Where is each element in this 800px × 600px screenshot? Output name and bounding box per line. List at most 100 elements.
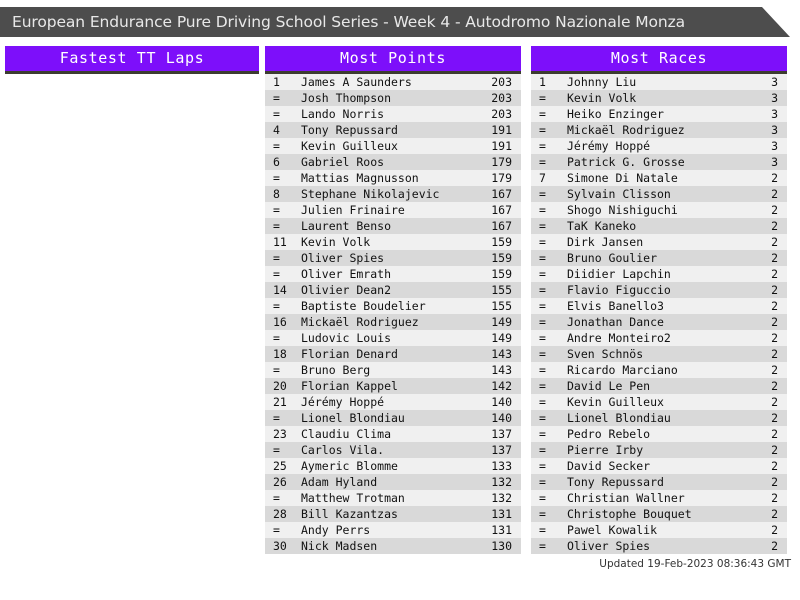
row-position: =	[273, 331, 280, 345]
row-position: 1	[539, 75, 546, 89]
row-driver-name: Adam Hyland	[301, 475, 378, 489]
row-driver-name: Laurent Benso	[301, 219, 392, 233]
row-driver-name: Jonathan Dance	[567, 315, 664, 329]
table-row: = Lando Norris 203	[265, 106, 521, 122]
row-value: 2	[771, 395, 778, 409]
row-driver-name: Ludovic Louis	[301, 331, 392, 345]
row-driver-name: Pedro Rebelo	[567, 427, 651, 441]
row-value: 2	[771, 379, 778, 393]
table-row: = Mattias Magnusson 179	[265, 170, 521, 186]
table-row: 20 Florian Kappel 142	[265, 378, 521, 394]
table-row: 16 Mickaël Rodriguez 149	[265, 314, 521, 330]
panel-body-most-races: 1 Johnny Liu 3 = Kevin Volk 3 = Heiko Enzinger 3…	[531, 74, 787, 554]
row-position: =	[539, 491, 546, 505]
row-position: =	[539, 363, 546, 377]
row-driver-name: Gabriel Roos	[301, 155, 385, 169]
row-driver-name: Diidier Lapchin	[567, 267, 671, 281]
table-row: = Pierre Irby 2	[531, 442, 787, 458]
row-position: =	[539, 507, 546, 521]
table-row: = Pedro Rebelo 2	[531, 426, 787, 442]
row-position: =	[539, 395, 546, 409]
row-value: 133	[491, 459, 512, 473]
row-position: 26	[273, 475, 287, 489]
row-position: =	[539, 251, 546, 265]
row-position: =	[273, 171, 280, 185]
row-driver-name: Florian Denard	[301, 347, 398, 361]
row-position: =	[539, 539, 546, 553]
row-value: 2	[771, 315, 778, 329]
table-row: = David Le Pen 2	[531, 378, 787, 394]
row-position: =	[539, 331, 546, 345]
row-driver-name: TaK Kaneko	[567, 219, 637, 233]
row-driver-name: Kevin Volk	[301, 235, 371, 249]
row-position: 25	[273, 459, 287, 473]
table-row: = Patrick G. Grosse 3	[531, 154, 787, 170]
row-position: =	[539, 283, 546, 297]
row-position: =	[539, 475, 546, 489]
row-driver-name: Oliver Spies	[301, 251, 385, 265]
row-value: 3	[771, 123, 778, 137]
table-row: = Jonathan Dance 2	[531, 314, 787, 330]
row-value: 3	[771, 91, 778, 105]
table-row: = David Secker 2	[531, 458, 787, 474]
row-value: 140	[491, 395, 512, 409]
row-value: 137	[491, 427, 512, 441]
row-position: 21	[273, 395, 287, 409]
row-position: =	[539, 123, 546, 137]
table-row: = Diidier Lapchin 2	[531, 266, 787, 282]
table-row: 21 Jérémy Hoppé 140	[265, 394, 521, 410]
row-driver-name: Mickaël Rodriguez	[301, 315, 419, 329]
table-row: = Heiko Enzinger 3	[531, 106, 787, 122]
row-position: =	[539, 155, 546, 169]
row-driver-name: Oliver Spies	[567, 539, 651, 553]
row-driver-name: Oliver Emrath	[301, 267, 392, 281]
row-driver-name: Johnny Liu	[567, 75, 637, 89]
table-row: = Oliver Spies 159	[265, 250, 521, 266]
row-value: 143	[491, 363, 512, 377]
table-row: = Mickaël Rodriguez 3	[531, 122, 787, 138]
row-value: 137	[491, 443, 512, 457]
row-position: =	[273, 411, 280, 425]
row-driver-name: Lando Norris	[301, 107, 385, 121]
row-value: 3	[771, 107, 778, 121]
table-row: 14 Olivier Dean2 155	[265, 282, 521, 298]
row-driver-name: Flavio Figuccio	[567, 283, 671, 297]
row-driver-name: Baptiste Boudelier	[301, 299, 426, 313]
row-value: 130	[491, 539, 512, 553]
row-driver-name: Sven Schnös	[567, 347, 644, 361]
table-row: = Bruno Goulier 2	[531, 250, 787, 266]
row-value: 2	[771, 171, 778, 185]
table-row: 1 James A Saunders 203	[265, 74, 521, 90]
row-value: 203	[491, 91, 512, 105]
row-driver-name: Mattias Magnusson	[301, 171, 419, 185]
table-row: = Matthew Trotman 132	[265, 490, 521, 506]
row-position: =	[273, 299, 280, 313]
row-value: 149	[491, 315, 512, 329]
table-row: = Ricardo Marciano 2	[531, 362, 787, 378]
table-row: = Andre Monteiro2 2	[531, 330, 787, 346]
row-value: 2	[771, 491, 778, 505]
table-row: = Flavio Figuccio 2	[531, 282, 787, 298]
row-value: 131	[491, 507, 512, 521]
panel-fastest-tt-laps: Fastest TT Laps	[5, 46, 259, 74]
table-row: = Baptiste Boudelier 155	[265, 298, 521, 314]
row-position: 6	[273, 155, 280, 169]
row-driver-name: Pawel Kowalik	[567, 523, 658, 537]
table-row: = Dirk Jansen 2	[531, 234, 787, 250]
table-row: = Kevin Volk 3	[531, 90, 787, 106]
row-position: =	[539, 187, 546, 201]
row-value: 179	[491, 171, 512, 185]
row-position: =	[539, 139, 546, 153]
row-position: 23	[273, 427, 287, 441]
table-row: = Carlos Vila. 137	[265, 442, 521, 458]
table-row: = Laurent Benso 167	[265, 218, 521, 234]
row-value: 3	[771, 139, 778, 153]
row-value: 142	[491, 379, 512, 393]
row-value: 2	[771, 507, 778, 521]
row-value: 2	[771, 267, 778, 281]
table-row: = Christian Wallner 2	[531, 490, 787, 506]
row-value: 2	[771, 363, 778, 377]
row-position: =	[273, 219, 280, 233]
row-value: 132	[491, 491, 512, 505]
row-value: 203	[491, 107, 512, 121]
